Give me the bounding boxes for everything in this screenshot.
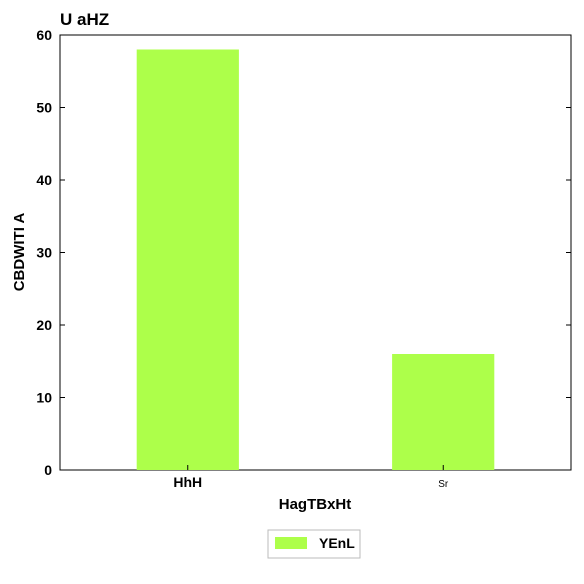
y-tick-label: 60 bbox=[36, 27, 52, 43]
legend-label: YEnL bbox=[319, 535, 355, 551]
legend: YEnL bbox=[268, 530, 360, 558]
x-axis-label: HagTBxHt bbox=[279, 496, 352, 513]
plot-area bbox=[60, 35, 571, 470]
x-tick-label: HhH bbox=[173, 474, 202, 490]
y-tick-label: 0 bbox=[44, 462, 52, 478]
bar-HhH bbox=[137, 50, 239, 471]
y-tick-label: 10 bbox=[36, 390, 52, 406]
y-tick-label: 40 bbox=[36, 172, 52, 188]
y-axis-label: CBDWITI A bbox=[11, 213, 28, 292]
legend-swatch bbox=[275, 537, 307, 549]
x-tick-label: Sr bbox=[438, 479, 449, 490]
y-tick-label: 50 bbox=[36, 100, 52, 116]
chart-title: U aHZ bbox=[60, 10, 109, 29]
y-tick-label: 20 bbox=[36, 317, 52, 333]
y-tick-label: 30 bbox=[36, 245, 52, 261]
bar-Sr bbox=[392, 354, 494, 470]
